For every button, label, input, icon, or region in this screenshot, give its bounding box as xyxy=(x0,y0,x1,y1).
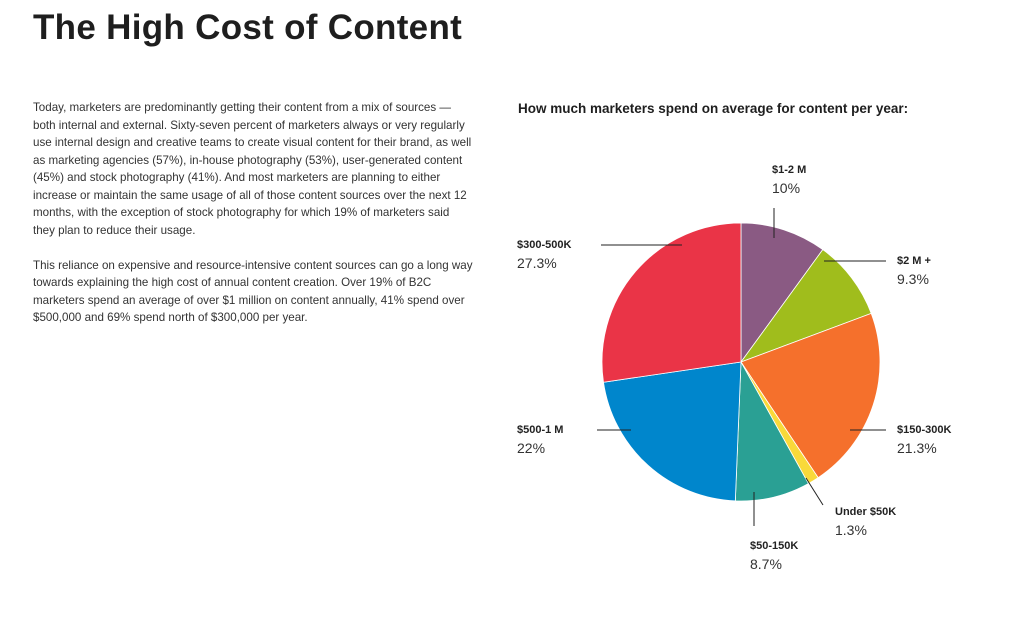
pie-slice xyxy=(740,222,824,364)
slice-label: $150-300K 21.3% xyxy=(897,424,952,456)
paragraph: Today, marketers are predominantly getti… xyxy=(33,101,472,237)
slice-label: Under $50K 1.3% xyxy=(835,506,897,538)
pie-slice xyxy=(603,361,742,502)
pie-slice xyxy=(740,312,881,479)
page-title: The High Cost of Content xyxy=(33,8,463,47)
slice-label: $50-150K 8.7% xyxy=(750,540,799,572)
chart-title: How much marketers spend on average for … xyxy=(518,101,909,116)
pie-slice xyxy=(601,222,742,383)
slice-label: $1-2 M 10% xyxy=(772,164,807,196)
pie-slice xyxy=(739,249,872,363)
slice-label: $300-500K 27.3% xyxy=(517,239,572,271)
slice-label: $500-1 M 22% xyxy=(517,424,564,456)
leader-line xyxy=(805,477,824,506)
slice-label: $2 M +9.3% xyxy=(897,255,931,287)
paragraph: This reliance on expensive and resource-… xyxy=(33,258,473,325)
body-text: Today, marketers are predominantly getti… xyxy=(33,99,473,344)
